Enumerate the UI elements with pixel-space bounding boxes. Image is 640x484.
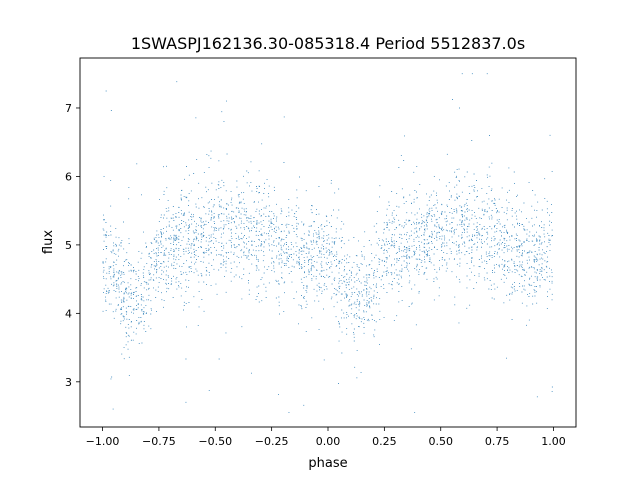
y-tick-label: 7 [65,102,72,115]
y-axis: 3 4 5 6 7 [65,102,80,389]
x-axis: −1.00 −0.75 −0.50 −0.25 0.00 0.25 0.50 0.75 1.00 [86,427,566,448]
x-tick-label: −0.75 [142,435,176,448]
x-tick-label: 0.50 [428,435,453,448]
y-tick-label: 3 [65,376,72,389]
x-tick-label: 0.25 [372,435,397,448]
x-tick-label: 1.00 [541,435,566,448]
x-tick-label: −0.25 [255,435,289,448]
plot-frame [79,57,577,428]
chart-title: 1SWASPJ162136.30-085318.4 Period 5512837… [131,34,525,53]
x-tick-label: −1.00 [86,435,120,448]
y-axis-label: flux [41,230,56,254]
data-points [102,73,553,414]
x-axis-label: phase [308,456,347,471]
y-tick-label: 6 [65,170,72,183]
y-tick-label: 5 [65,239,72,252]
scatter-points [102,73,553,414]
y-tick-label: 4 [65,307,72,320]
x-tick-label: 0.00 [316,435,341,448]
x-tick-label: −0.50 [198,435,232,448]
x-tick-label: 0.75 [485,435,510,448]
